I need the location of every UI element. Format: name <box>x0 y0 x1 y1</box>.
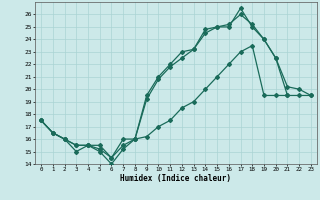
X-axis label: Humidex (Indice chaleur): Humidex (Indice chaleur) <box>121 174 231 183</box>
